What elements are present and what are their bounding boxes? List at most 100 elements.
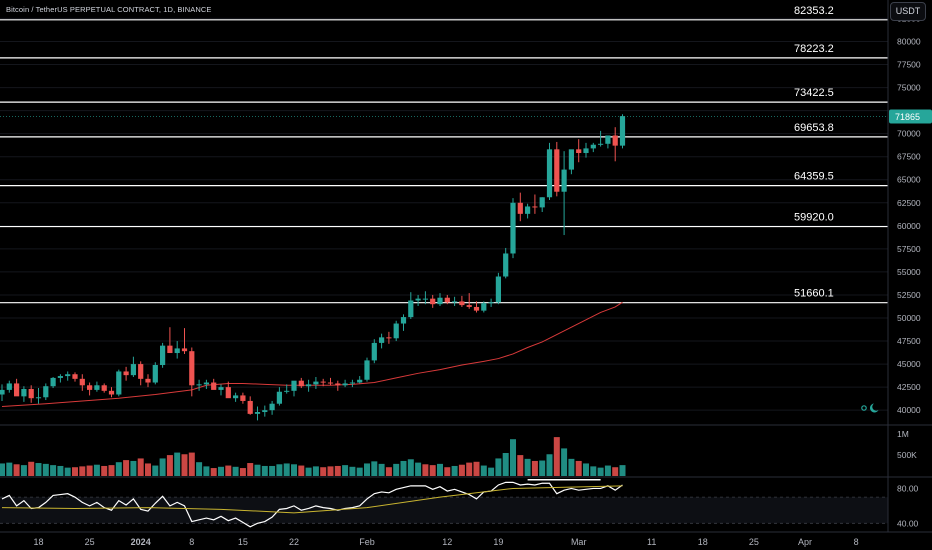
candle[interactable] [481,301,487,313]
candle[interactable] [400,314,407,331]
volume-bar[interactable] [488,467,495,476]
volume-bar[interactable] [298,465,305,476]
volume-bar[interactable] [276,464,283,476]
candle-body[interactable] [430,298,436,305]
candle-body[interactable] [459,301,465,306]
volume-bar[interactable] [524,458,531,476]
candle-body[interactable] [145,378,151,383]
candle-body[interactable] [444,297,450,303]
candle[interactable] [473,301,480,313]
volume-bar[interactable] [407,459,414,476]
candle[interactable] [422,291,428,305]
candle-body[interactable] [203,382,209,385]
candle-body[interactable] [503,253,509,277]
candle[interactable] [298,377,304,389]
candle-body[interactable] [130,364,136,376]
candle[interactable] [342,379,348,388]
candle[interactable] [459,295,465,307]
volume-bar[interactable] [437,463,443,476]
volume-bar[interactable] [115,462,122,476]
candle[interactable] [284,384,290,394]
candle-body[interactable] [619,116,626,146]
candle[interactable] [138,361,144,386]
volume-bar[interactable] [612,467,619,476]
candle-body[interactable] [466,305,472,307]
volume-bar[interactable] [539,460,546,476]
volume-bar[interactable] [130,460,137,476]
volume-bar[interactable] [590,466,597,476]
candle-body[interactable] [14,383,20,397]
candles-layer[interactable] [0,114,888,421]
volume-bar[interactable] [356,467,363,476]
candle-body[interactable] [152,365,158,383]
volume-bar[interactable] [400,460,407,476]
candle-body[interactable] [576,149,582,154]
candle-body[interactable] [335,383,341,386]
candle-body[interactable] [495,276,501,303]
volume-bar[interactable] [108,465,115,476]
volume-bar[interactable] [35,463,42,476]
candle[interactable] [145,374,151,388]
candle[interactable] [116,369,122,397]
candle[interactable] [495,272,501,305]
candle-body[interactable] [408,300,414,318]
candle-body[interactable] [123,371,129,376]
candle[interactable] [386,331,392,344]
candle[interactable] [320,378,326,387]
volume-bar[interactable] [291,464,297,476]
volume-bar[interactable] [510,439,516,476]
volume-bar[interactable] [604,465,611,476]
volume-bar[interactable] [342,465,349,476]
candle-body[interactable] [342,383,348,386]
candle[interactable] [28,385,34,403]
volume-bar[interactable] [232,466,239,476]
volume-bar[interactable] [480,465,487,476]
candle[interactable] [525,203,531,219]
pane-dividers[interactable] [0,0,932,533]
volume-bar[interactable] [166,455,173,476]
candle[interactable] [87,382,93,396]
candle[interactable] [590,142,596,153]
volume-bar[interactable] [429,465,436,476]
candle[interactable] [379,333,385,349]
volume-bar[interactable] [239,468,246,476]
candle-body[interactable] [108,390,115,395]
volume-bar[interactable] [225,465,232,476]
candle[interactable] [6,380,12,393]
candle-body[interactable] [561,169,567,192]
candle[interactable] [619,114,626,149]
candle-body[interactable] [101,385,107,391]
candle-body[interactable] [94,385,100,390]
candle-body[interactable] [225,387,231,399]
candle[interactable] [568,149,574,175]
candle[interactable] [576,139,582,163]
candle[interactable] [517,192,523,222]
candle-body[interactable] [291,380,297,391]
candle[interactable] [57,374,63,383]
volume-bar[interactable] [269,465,276,476]
candle-body[interactable] [568,149,574,170]
volume-bar[interactable] [466,462,473,476]
volume-bar[interactable] [188,452,195,476]
candle-body[interactable] [284,390,290,392]
candle-body[interactable] [174,348,180,354]
candle-body[interactable] [554,149,560,192]
candle[interactable] [349,379,355,388]
candle-body[interactable] [605,135,611,144]
moon-icon[interactable] [869,403,879,413]
candle-body[interactable] [181,348,188,352]
candle[interactable] [174,341,180,359]
candle[interactable] [291,380,297,397]
candle[interactable] [488,298,494,307]
volume-bar[interactable] [86,465,93,476]
candle[interactable] [371,339,377,364]
candle-body[interactable] [327,382,334,384]
candle[interactable] [14,378,20,397]
candle[interactable] [225,381,231,399]
volume-bar[interactable] [364,463,370,476]
volume-bar[interactable] [473,461,480,476]
candle-body[interactable] [393,323,399,339]
candle[interactable] [510,198,516,259]
candle-body[interactable] [422,298,428,300]
candle[interactable] [94,381,100,392]
